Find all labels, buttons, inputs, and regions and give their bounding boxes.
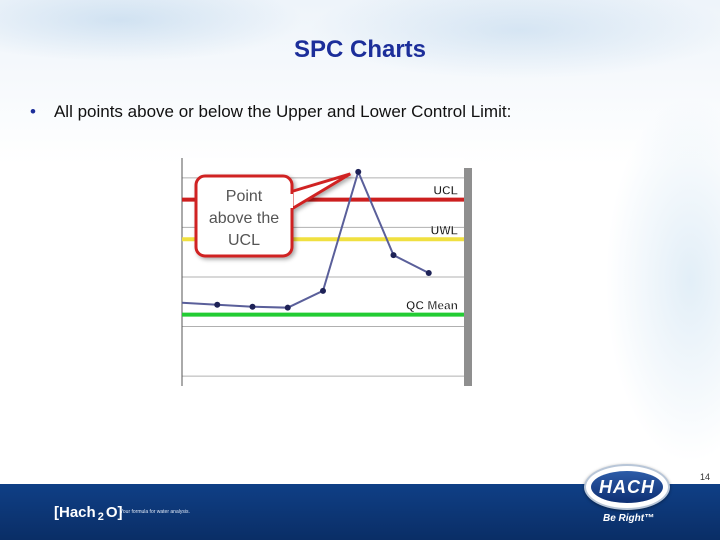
- reference-line-label: UCL: [433, 184, 458, 198]
- hach-logo: HACH: [584, 464, 670, 510]
- hach2o-logo: [Hach 2 O]: [54, 504, 123, 523]
- page-number: 14: [700, 472, 711, 482]
- hach-logo-text: HACH: [591, 471, 663, 503]
- reference-line-label: UWL: [431, 223, 458, 237]
- brand-end: O: [105, 504, 118, 521]
- bullet-point: • All points above or below the Upper and…: [30, 102, 511, 122]
- callout-text-line: above the: [209, 210, 279, 227]
- data-point: [320, 287, 326, 294]
- data-point: [390, 252, 397, 259]
- callout-box: [194, 174, 294, 258]
- series-line-lead: [181, 301, 218, 306]
- callout-text-line: Point: [226, 188, 263, 205]
- spc-chart: UCL UWL QC Mean Point above the UCL: [181, 158, 472, 386]
- footer-tagline: Your formula for water analysis.: [120, 509, 190, 515]
- data-point: [214, 301, 221, 308]
- data-point: [249, 303, 256, 310]
- chart-right-border: [464, 168, 472, 386]
- reference-line-label: QC Mean: [406, 299, 458, 313]
- data-point: [355, 168, 362, 175]
- bullet-text: All points above or below the Upper and …: [53, 102, 512, 121]
- data-point: [425, 269, 432, 276]
- callout-text-line: UCL: [228, 232, 260, 249]
- brand-main: Hach: [59, 504, 96, 521]
- bullet-dot: •: [30, 102, 36, 121]
- slide-title: SPC Charts: [293, 36, 427, 63]
- data-point: [284, 304, 291, 311]
- callout-seam: [288, 194, 293, 208]
- be-right-slogan: Be Right™: [603, 513, 655, 524]
- brand-sub: 2: [97, 511, 104, 523]
- registered-mark: ®: [666, 468, 672, 475]
